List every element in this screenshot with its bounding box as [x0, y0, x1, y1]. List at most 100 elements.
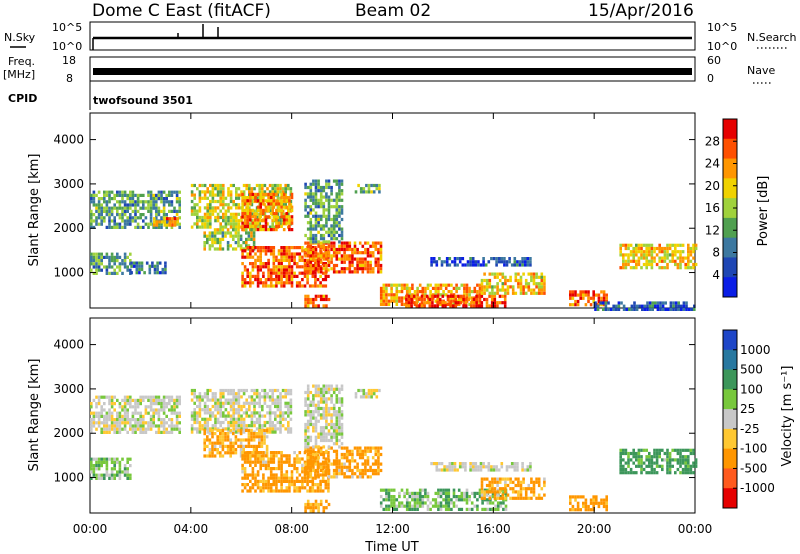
heatmap-cell: [473, 495, 477, 499]
heatmap-cell: [325, 387, 328, 391]
heatmap-cell: [251, 215, 255, 219]
heatmap-cell: [295, 460, 299, 464]
heatmap-cell: [366, 475, 370, 479]
heatmap-cell: [203, 392, 207, 396]
heatmap-cell: [97, 213, 101, 217]
heatmap-cell: [465, 290, 469, 294]
heatmap-cell: [324, 457, 328, 461]
heatmap-cell: [319, 413, 323, 417]
heatmap-cell: [113, 402, 116, 406]
heatmap-cell: [453, 263, 457, 267]
heatmap-cell: [325, 185, 328, 190]
heatmap-cell: [168, 220, 172, 224]
heatmap-cell: [571, 504, 575, 509]
heatmap-cell: [160, 225, 163, 229]
heatmap-cell: [309, 465, 313, 469]
heatmap-cell: [153, 267, 157, 272]
heatmap-cell: [247, 435, 251, 439]
heatmap-cell: [521, 462, 524, 466]
heatmap-cell: [110, 421, 114, 425]
heatmap-cell: [325, 403, 328, 407]
heatmap-cell: [627, 464, 630, 468]
heatmap-cell: [658, 250, 661, 254]
heatmap-cell: [319, 198, 323, 202]
heatmap-cell: [398, 501, 401, 505]
heatmap-cell: [476, 504, 479, 508]
heatmap-cell: [284, 388, 287, 393]
heatmap-cell: [444, 507, 448, 511]
heatmap-cell: [605, 504, 608, 509]
heatmap-cell: [390, 286, 393, 290]
heatmap-cell: [304, 400, 307, 404]
heatmap-cell: [540, 496, 544, 500]
heatmap-cell: [301, 278, 304, 282]
heatmap-cell: [211, 196, 215, 200]
heatmap-cell: [314, 438, 318, 443]
heatmap-cell: [338, 211, 341, 215]
heatmap-cell: [353, 446, 357, 450]
heatmap-cell: [246, 483, 249, 487]
heatmap-cell: [314, 251, 318, 255]
heatmap-cell: [314, 240, 318, 244]
heatmap-cell: [314, 189, 318, 193]
heatmap-cell: [277, 467, 281, 471]
heatmap-cell: [306, 459, 310, 463]
heatmap-cell: [325, 192, 328, 196]
heatmap-cell: [275, 486, 278, 490]
heatmap-cell: [602, 296, 606, 300]
heatmap-cell: [527, 282, 531, 286]
heatmap-cell: [469, 468, 472, 472]
heatmap-cell: [314, 214, 318, 218]
heatmap-cell: [165, 225, 168, 229]
heatmap-cell: [290, 268, 294, 272]
heatmap-cell: [517, 496, 520, 500]
heatmap-cell: [241, 489, 244, 493]
heatmap-cell: [489, 507, 492, 511]
heatmap-cell: [537, 496, 541, 500]
heatmap-cell: [687, 262, 690, 267]
heatmap-cell: [249, 196, 252, 200]
heatmap-cell: [253, 420, 256, 425]
heatmap-cell: [285, 457, 289, 461]
heatmap-cell: [338, 419, 341, 423]
heatmap-cell: [110, 206, 114, 210]
heatmap-cell: [123, 209, 127, 213]
heatmap-cell: [267, 246, 270, 250]
heatmap-cell: [284, 193, 287, 197]
heatmap-cell: [439, 286, 443, 290]
heatmap-cell: [211, 190, 215, 194]
heatmap-cell: [196, 187, 199, 191]
heatmap-cell: [627, 246, 630, 251]
heatmap-cell: [408, 504, 412, 508]
heatmap-cell: [640, 471, 643, 475]
heatmap-cell: [165, 405, 168, 409]
heatmap-cell: [306, 452, 310, 457]
heatmap-cell: [227, 219, 230, 223]
heatmap-cell: [237, 414, 241, 418]
xtick-label: 04:00: [174, 522, 209, 536]
heatmap-cell: [100, 408, 103, 412]
heatmap-cell: [684, 464, 687, 468]
heatmap-cell: [501, 288, 505, 292]
heatmap-cell: [635, 455, 638, 459]
heatmap-cell: [284, 187, 287, 191]
heatmap-cell: [285, 215, 289, 219]
heatmap-cell: [219, 183, 222, 188]
heatmap-cell: [519, 493, 523, 497]
heatmap-cell: [314, 462, 318, 466]
heatmap-cell: [95, 411, 98, 415]
heatmap-cell: [483, 507, 487, 511]
heatmap-cell: [356, 462, 359, 466]
heatmap-cell: [264, 218, 268, 222]
heatmap-cell: [327, 483, 330, 487]
heatmap-cell: [259, 265, 262, 269]
heatmap-cell: [447, 302, 451, 306]
heatmap-cell: [252, 237, 256, 241]
heatmap-cell: [155, 193, 158, 197]
heatmap-cell: [624, 243, 628, 247]
heatmap-cell: [444, 488, 448, 492]
heatmap-cell: [165, 200, 168, 204]
heatmap-cell: [338, 179, 341, 183]
heatmap-cell: [267, 205, 270, 209]
heatmap-cell: [241, 215, 244, 219]
